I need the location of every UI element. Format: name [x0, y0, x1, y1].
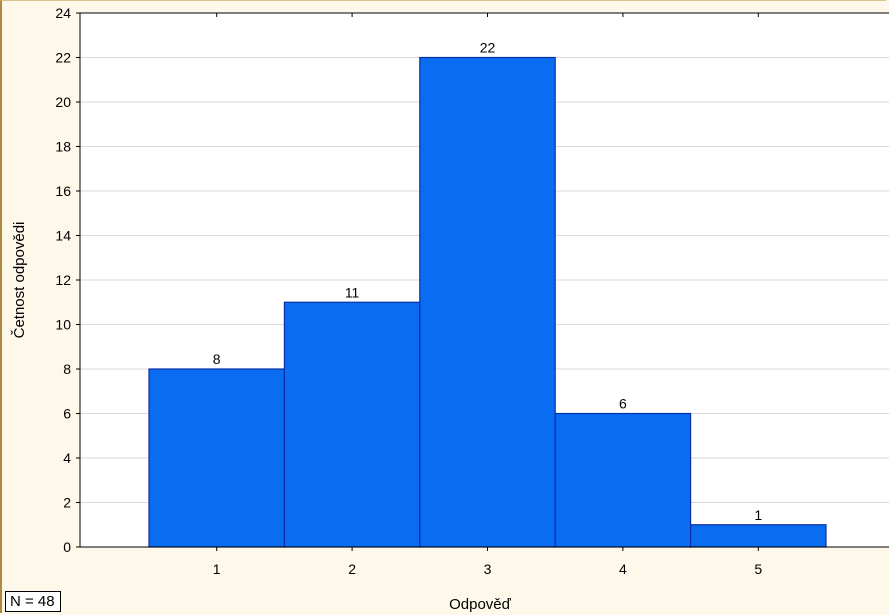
data-label: 8	[213, 351, 221, 367]
x-tick-label: 5	[754, 561, 762, 577]
x-tick-label: 1	[213, 561, 221, 577]
y-tick-label: 8	[63, 361, 71, 377]
y-tick-label: 12	[55, 272, 71, 288]
y-tick-label: 0	[63, 539, 71, 555]
y-tick-label: 22	[55, 50, 71, 66]
bar	[689, 524, 827, 548]
data-label: 6	[619, 396, 627, 412]
x-axis: 1 2 3 4 5	[80, 13, 889, 577]
data-label: 22	[480, 40, 496, 56]
y-tick-label: 24	[55, 5, 71, 21]
y-tick-label: 14	[55, 228, 71, 244]
x-axis-title: Odpověď	[449, 596, 512, 613]
y-tick-label: 6	[63, 406, 71, 422]
y-tick-label: 2	[63, 495, 71, 511]
x-tick-label: 4	[619, 561, 627, 577]
data-label: 11	[345, 284, 360, 300]
bars	[148, 56, 827, 548]
y-tick-label: 4	[63, 450, 71, 466]
bar	[148, 368, 285, 548]
bar	[419, 56, 556, 548]
y-tick-label: 20	[55, 94, 71, 110]
data-labels: 8 11 22 6 1	[213, 40, 763, 523]
y-tick-label: 10	[55, 317, 71, 333]
y-tick-label: 16	[55, 183, 71, 199]
sample-size-badge: N = 48	[5, 591, 61, 612]
y-tick-label: 18	[55, 139, 71, 155]
y-axis-title: Četnost odpovědi	[11, 222, 28, 339]
x-tick-label: 3	[484, 561, 492, 577]
x-tick-label: 2	[348, 561, 356, 577]
data-label: 1	[754, 507, 762, 523]
bar	[283, 301, 421, 548]
bar	[554, 412, 692, 548]
